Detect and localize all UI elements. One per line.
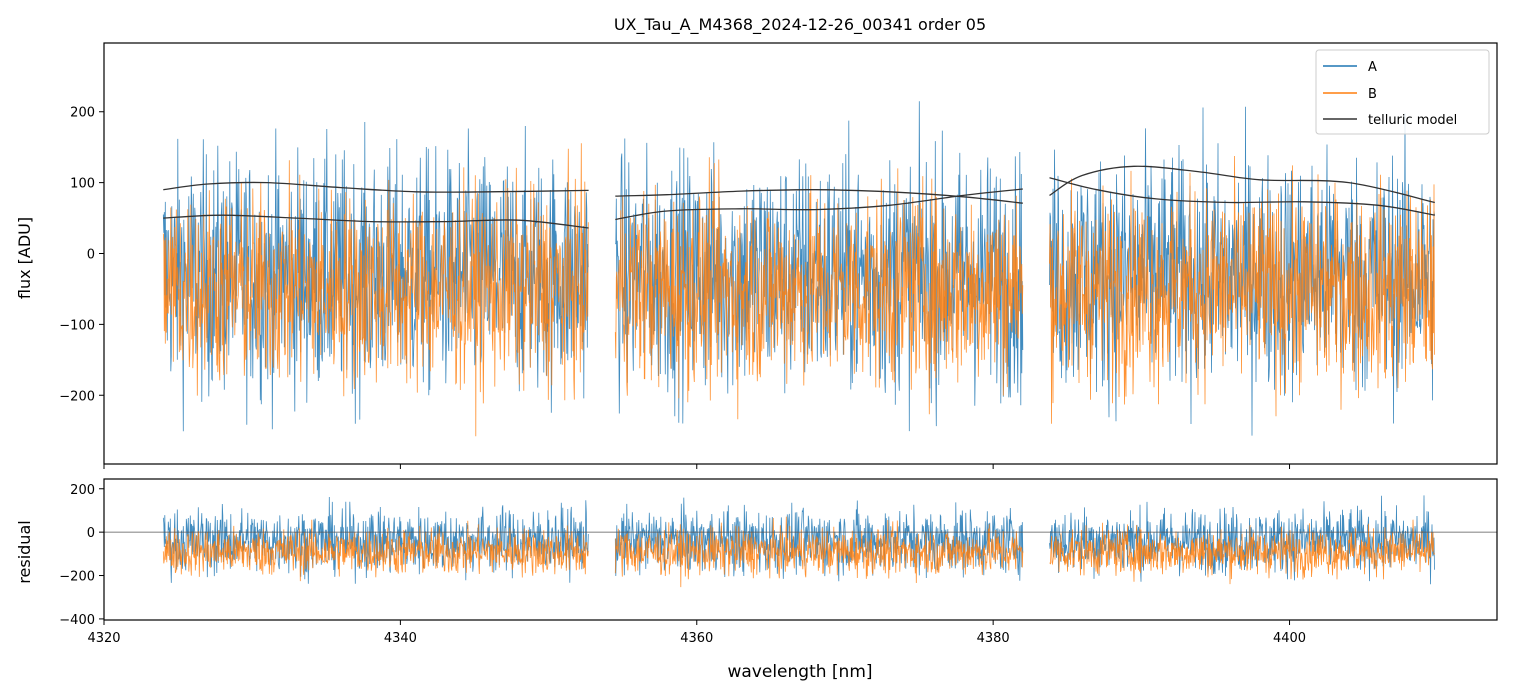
series-b-line-segment-1 bbox=[162, 143, 589, 437]
x-tick-label: 4340 bbox=[384, 631, 417, 646]
spectrum-y-tick-label: −100 bbox=[59, 318, 95, 333]
x-axis-label: wavelength [nm] bbox=[727, 662, 872, 682]
spectrum-y-tick-label: −200 bbox=[59, 389, 95, 404]
residual-y-tick-label: 0 bbox=[87, 526, 95, 541]
residual-b-line-segment-2 bbox=[614, 516, 1024, 588]
spectrum-plot-area bbox=[162, 101, 1435, 437]
spectrum-x-ticks bbox=[103, 464, 1291, 469]
telluric-model-line-5 bbox=[1049, 165, 1435, 204]
telluric-model-line-4 bbox=[615, 188, 1023, 221]
series-b-line-segment-2 bbox=[614, 157, 1024, 420]
spectrum-y-axis: −200 −100 0 100 200 bbox=[59, 106, 104, 404]
residual-y-tick-label: −400 bbox=[59, 613, 95, 628]
spectrum-y-label: flux [ADU] bbox=[15, 217, 34, 299]
series-b-line-segment-3 bbox=[1049, 155, 1435, 424]
residual-b-line-segment-3 bbox=[1049, 519, 1435, 585]
x-tick-label: 4320 bbox=[87, 631, 120, 646]
residual-b-line-segment-1 bbox=[162, 519, 589, 582]
x-tick-label: 4360 bbox=[680, 631, 713, 646]
telluric-model-line-6 bbox=[1049, 177, 1435, 216]
spectrum-y-tick-label: 100 bbox=[70, 177, 95, 192]
spectrum-panel: −200 −100 0 100 200 flux [ADU] bbox=[15, 42, 1498, 469]
legend-box bbox=[1315, 49, 1490, 135]
legend-label-telluric: telluric model bbox=[1368, 113, 1457, 128]
spectrum-y-tick-label: 0 bbox=[87, 248, 95, 263]
residual-plot-area bbox=[104, 495, 1497, 588]
telluric-model-line-1 bbox=[163, 181, 589, 193]
residual-panel-frame bbox=[103, 478, 1498, 621]
residual-a-line-segment-1 bbox=[162, 496, 589, 584]
residual-y-tick-label: 200 bbox=[70, 483, 95, 498]
residual-y-tick-label: −200 bbox=[59, 570, 95, 585]
x-tick-label: 4380 bbox=[977, 631, 1010, 646]
residual-panel: −400 −200 0 200 4320 4340 4360 4380 4400 residu… bbox=[15, 478, 1498, 682]
chart-title: UX_Tau_A_M4368_2024-12-26_00341 order 05 bbox=[614, 15, 986, 35]
residual-y-axis: −400 −200 0 200 bbox=[59, 483, 104, 628]
legend: A B telluric model bbox=[1315, 49, 1490, 135]
residual-x-axis: 4320 4340 4360 4380 4400 bbox=[87, 620, 1306, 646]
x-tick-label: 4400 bbox=[1273, 631, 1306, 646]
telluric-model-line-3 bbox=[615, 189, 1023, 204]
spectrum-y-tick-label: 200 bbox=[70, 106, 95, 121]
legend-label-a: A bbox=[1368, 60, 1377, 75]
legend-label-b: B bbox=[1368, 87, 1377, 102]
telluric-model-line-2 bbox=[163, 214, 589, 229]
residual-y-label: residual bbox=[15, 520, 34, 583]
